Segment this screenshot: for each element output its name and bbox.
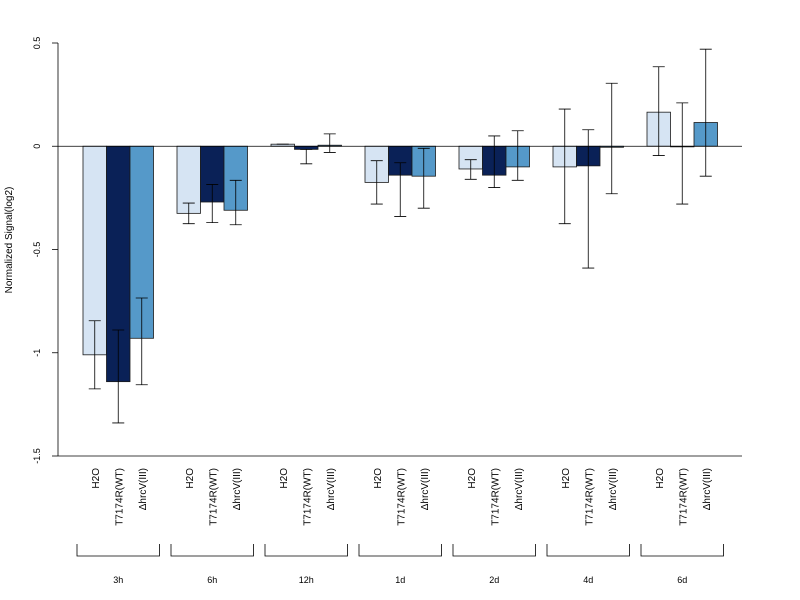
error-bar-2d-1 (464, 159, 477, 180)
x-tick-label-4d-1: H2O (561, 468, 572, 489)
error-bar-1d-2 (394, 162, 407, 217)
x-tick-label-3h-3: ΔhrcV(III) (138, 468, 149, 510)
error-bar-12h-2 (300, 148, 313, 165)
y-tick-label-2: -0.5 (32, 242, 42, 258)
x-tick-label-2d-3: ΔhrcV(III) (514, 468, 525, 510)
x-tick-label-3h-2: T7174R(WT) (114, 468, 125, 526)
error-bar-6d-2 (676, 102, 689, 205)
x-tick-label-6d-3: ΔhrcV(III) (702, 468, 713, 510)
group-bracket-1d (358, 544, 442, 557)
error-bar-3h-2 (112, 329, 125, 424)
error-bar-12h-3 (323, 133, 336, 153)
group-label-2d: 2d (489, 575, 499, 585)
group-bracket-12h (264, 544, 348, 557)
group-label-12h: 12h (299, 575, 314, 585)
group-bracket-2d (452, 544, 536, 557)
x-tick-label-6d-1: H2O (655, 468, 666, 489)
error-bar-3h-1 (88, 320, 101, 390)
x-tick-label-12h-3: ΔhrcV(III) (326, 468, 337, 510)
error-bar-1d-1 (370, 160, 383, 205)
y-tick-label-4: -1.5 (32, 448, 42, 464)
error-bars-layer (88, 48, 712, 424)
group-label-6d: 6d (677, 575, 687, 585)
error-bar-4d-1 (558, 108, 571, 225)
error-bar-6d-1 (652, 66, 665, 156)
group-brackets: 3h 6h 12h 1d 2d 4d 6d (76, 544, 724, 585)
group-label-6h: 6h (207, 575, 217, 585)
x-tick-label-6h-3: ΔhrcV(III) (232, 468, 243, 510)
x-tick-label-1d-1: H2O (373, 468, 384, 489)
error-bar-1d-3 (417, 147, 430, 209)
x-tick-label-12h-2: T7174R(WT) (302, 468, 313, 526)
error-bar-6h-2 (206, 184, 219, 224)
error-bar-4d-2 (582, 129, 595, 269)
group-label-3h: 3h (113, 575, 123, 585)
x-tick-label-6d-2: T7174R(WT) (678, 468, 689, 526)
error-bar-2d-3 (511, 130, 524, 181)
error-bar-6d-3 (699, 48, 712, 177)
x-tick-label-12h-1: H2O (279, 468, 290, 489)
x-tick-label-3h-1: H2O (91, 468, 102, 489)
x-tick-label-6h-1: H2O (185, 468, 196, 489)
y-tick-label-1: 0 (32, 144, 42, 149)
group-bracket-4d (546, 544, 630, 557)
group-label-1d: 1d (395, 575, 405, 585)
axes-layer: 0.5 0 -0.5 -1 -1.5 (32, 37, 742, 464)
bars-layer (82, 111, 718, 383)
bar-12h-2 (294, 145, 319, 150)
y-axis-label: Normalized Signal(log2) (4, 187, 15, 294)
y-tick-label-3: -1 (32, 349, 42, 357)
x-tick-label-6h-2: T7174R(WT) (208, 468, 219, 526)
x-tick-label-1d-3: ΔhrcV(III) (420, 468, 431, 510)
error-bar-3h-3 (135, 297, 148, 386)
x-tick-label-4d-2: T7174R(WT) (584, 468, 595, 526)
error-bar-2d-2 (488, 135, 501, 188)
group-label-4d: 4d (583, 575, 593, 585)
error-bar-4d-3 (605, 82, 618, 195)
group-bracket-3h (76, 544, 160, 557)
error-bar-6h-1 (182, 202, 195, 225)
x-tick-label-1d-2: T7174R(WT) (396, 468, 407, 526)
group-bracket-6h (170, 544, 254, 557)
x-tick-labels: H2O T7174R(WT) ΔhrcV(III) H2O T7174R(WT) Δhrc… (91, 468, 713, 526)
y-tick-label-0: 0.5 (32, 37, 42, 50)
error-bar-6h-3 (229, 179, 242, 226)
x-tick-label-2d-2: T7174R(WT) (490, 468, 501, 526)
x-tick-label-4d-3: ΔhrcV(III) (608, 468, 619, 510)
group-bracket-6d (640, 544, 724, 557)
x-tick-label-2d-1: H2O (467, 468, 478, 489)
